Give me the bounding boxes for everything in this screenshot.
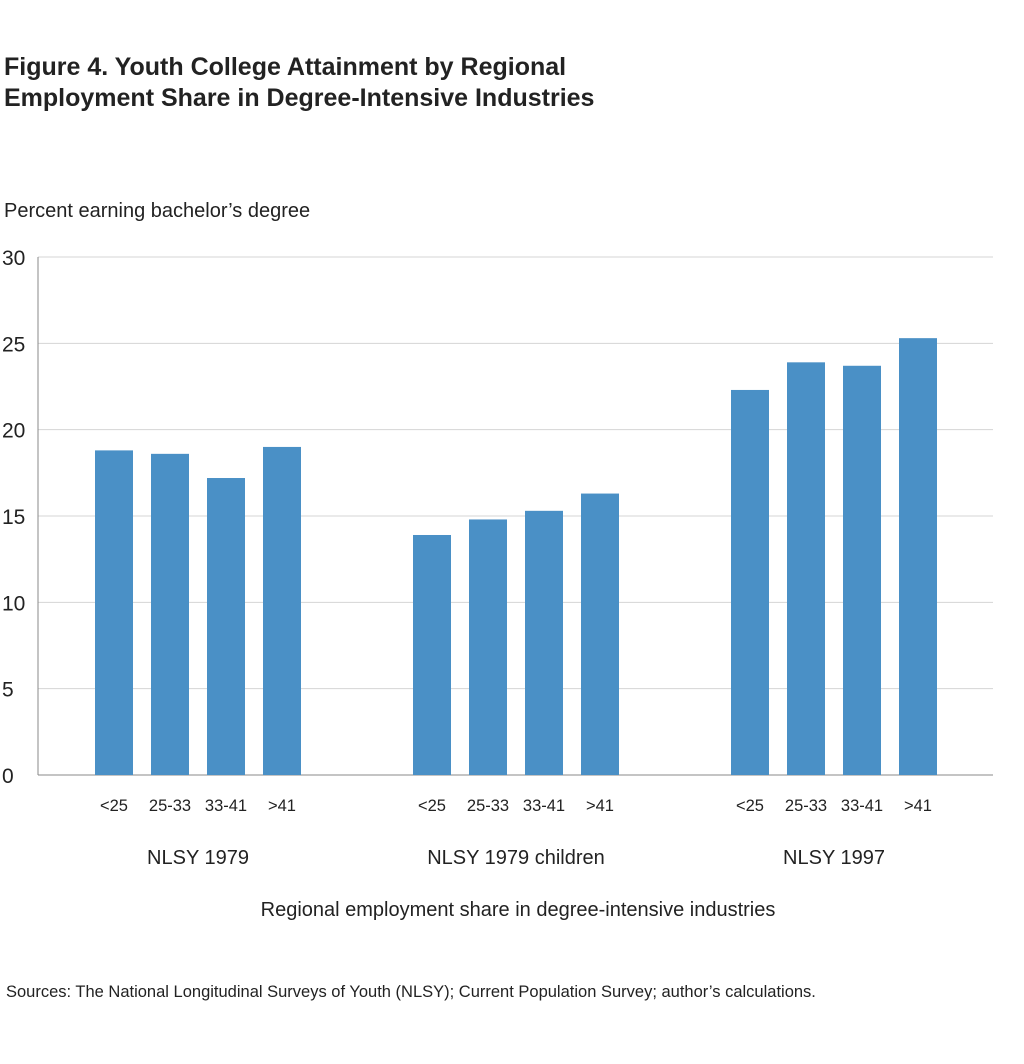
y-tick-label: 15 xyxy=(2,506,25,529)
x-tick-label: >41 xyxy=(586,797,614,815)
bar xyxy=(95,450,133,775)
bar xyxy=(843,365,881,775)
x-tick-label: 25-33 xyxy=(149,797,191,815)
group-label: NLSY 1979 children xyxy=(427,847,605,869)
bar xyxy=(469,519,507,775)
y-tick-label: 20 xyxy=(2,420,25,443)
bar xyxy=(263,446,301,775)
y-tick-label: 30 xyxy=(2,247,25,270)
bar xyxy=(207,478,245,775)
x-axis-label: Regional employment share in degree-inte… xyxy=(261,899,776,921)
y-axis-label: Percent earning bachelor’s degree xyxy=(4,200,311,222)
source-note: Sources: The National Longitudinal Surve… xyxy=(6,983,816,1001)
chart-title: Figure 4. Youth College Attainment by Re… xyxy=(4,52,594,114)
bar xyxy=(413,534,451,775)
chart-title-line1: Figure 4. Youth College Attainment by Re… xyxy=(4,53,567,81)
x-tick-label: >41 xyxy=(268,797,296,815)
x-tick-label: <25 xyxy=(736,797,764,815)
bar xyxy=(151,453,189,775)
y-tick-label: 0 xyxy=(2,765,14,788)
y-tick-label: 5 xyxy=(2,679,14,702)
chart-title-line2: Employment Share in Degree-Intensive Ind… xyxy=(4,84,595,112)
bar xyxy=(581,493,619,775)
bar xyxy=(525,510,563,775)
y-tick-label: 10 xyxy=(2,592,25,615)
bar xyxy=(899,338,937,775)
x-tick-label: 33-41 xyxy=(205,797,247,815)
bar xyxy=(787,362,825,775)
x-tick-label: <25 xyxy=(418,797,446,815)
group-label: NLSY 1997 xyxy=(783,847,885,869)
y-tick-label: 25 xyxy=(2,333,25,356)
x-tick-label: 25-33 xyxy=(785,797,827,815)
bar xyxy=(731,389,769,775)
x-tick-label: <25 xyxy=(100,797,128,815)
bar-chart: 0 5 10 15 20 25 30 <25 25-33 33-41 >41 NLSY 1979 <25… xyxy=(2,247,993,921)
x-tick-label: >41 xyxy=(904,797,932,815)
x-tick-label: 25-33 xyxy=(467,797,509,815)
x-tick-label: 33-41 xyxy=(841,797,883,815)
group-label: NLSY 1979 xyxy=(147,847,249,869)
x-tick-label: 33-41 xyxy=(523,797,565,815)
